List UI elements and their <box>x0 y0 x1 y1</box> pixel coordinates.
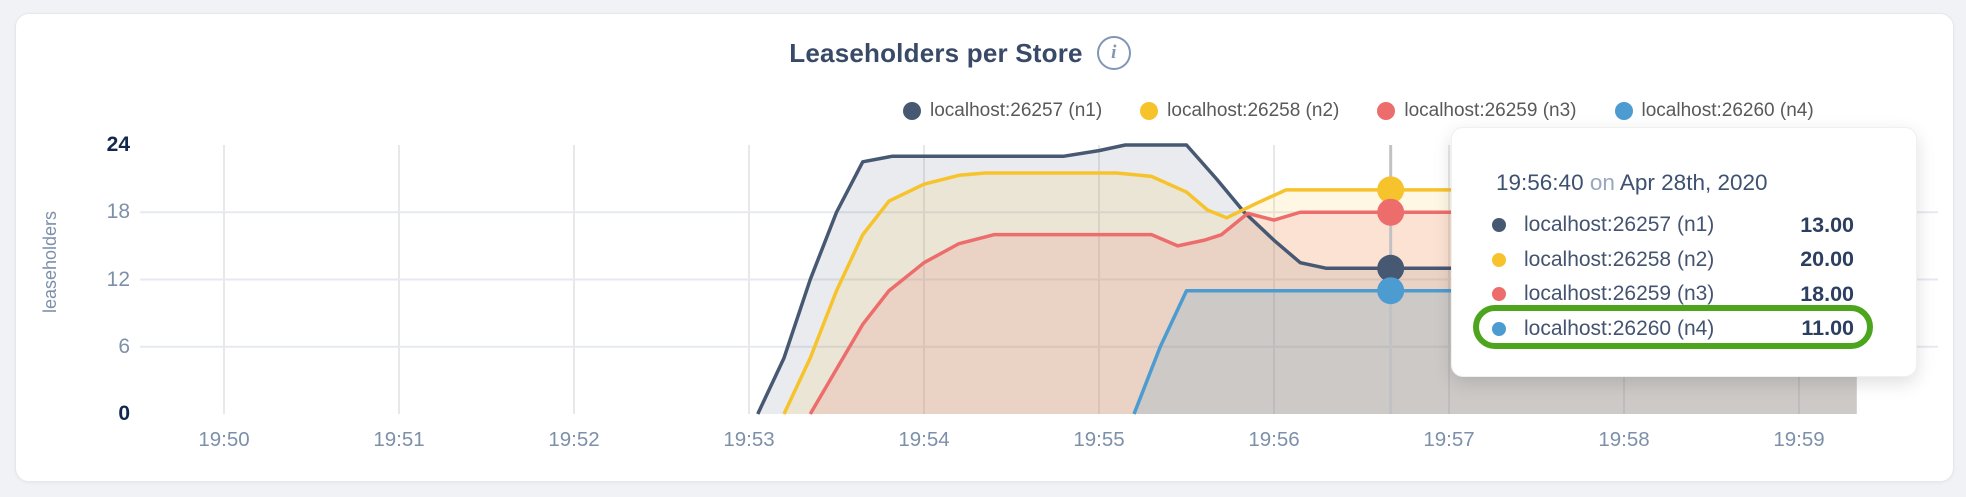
x-tick-label: 19:59 <box>1773 428 1825 451</box>
tooltip-series-label: localhost:26260 (n4) <box>1524 316 1715 340</box>
y-tick-label: 0 <box>118 402 130 425</box>
tooltip-dot-icon <box>1492 218 1506 233</box>
legend-dot-icon <box>1140 102 1159 120</box>
x-tick-label: 19:57 <box>1423 428 1475 451</box>
y-tick-label: 18 <box>106 200 130 224</box>
series-line-n2 <box>782 171 1857 415</box>
legend-item-n3[interactable]: localhost:26259 (n3) <box>1377 100 1577 122</box>
x-tick-label: 19:54 <box>898 428 950 451</box>
tooltip-timestamp: 19:56:40 on Apr 28th, 2020 <box>1496 168 1768 198</box>
legend-dot-icon <box>1377 102 1396 120</box>
tooltip-series-label: localhost:26259 (n3) <box>1524 282 1715 306</box>
x-tick-label: 19:56 <box>1248 428 1300 451</box>
tooltip-time: 19:56:40 <box>1496 170 1584 195</box>
legend-label: localhost:26258 (n2) <box>1167 100 1340 121</box>
hover-dot-n1 <box>1377 254 1405 282</box>
chart-legend: localhost:26257 (n1) localhost:26258 (n2)… <box>903 100 1814 122</box>
series-line-n1 <box>756 143 1857 415</box>
tooltip-dot-icon <box>1492 287 1506 302</box>
tooltip-series-value: 20.00 <box>1800 247 1854 272</box>
chart-title: Leaseholders per Store <box>789 37 1083 68</box>
x-tick-label: 19:55 <box>1073 428 1125 451</box>
legend-dot-icon <box>1614 102 1633 120</box>
tooltip-dot-icon <box>1492 252 1506 267</box>
x-tick-label: 19:58 <box>1598 428 1650 451</box>
tooltip-series-value: 11.00 <box>1801 316 1854 341</box>
tooltip-rows: localhost:26257 (n1) 13.00 localhost:26258… <box>1452 208 1916 346</box>
tooltip-row-n2: localhost:26258 (n2) 20.00 <box>1452 243 1916 278</box>
y-axis-title: leaseholders <box>40 210 60 314</box>
y-tick-label: 24 <box>106 133 130 156</box>
legend-label: localhost:26259 (n3) <box>1404 100 1577 121</box>
legend-dot-icon <box>903 102 921 120</box>
y-tick-label: 12 <box>106 267 130 291</box>
hover-tooltip: 19:56:40 on Apr 28th, 2020 localhost:262… <box>1451 127 1917 377</box>
y-tick-label: 6 <box>118 334 130 358</box>
hover-dot-n4 <box>1377 277 1405 305</box>
x-tick-label: 19:51 <box>373 428 425 451</box>
tooltip-series-label: localhost:26257 (n1) <box>1524 213 1715 237</box>
legend-item-n1[interactable]: localhost:26257 (n1) <box>903 100 1102 122</box>
tooltip-series-label: localhost:26258 (n2) <box>1524 247 1715 271</box>
info-icon[interactable]: i <box>1096 36 1131 70</box>
legend-item-n4[interactable]: localhost:26260 (n4) <box>1614 100 1814 122</box>
tooltip-series-value: 13.00 <box>1800 212 1854 237</box>
tooltip-dot-icon <box>1492 321 1506 336</box>
legend-label: localhost:26257 (n1) <box>930 100 1103 121</box>
tooltip-row-n4: localhost:26260 (n4) 11.00 <box>1452 312 1916 347</box>
tooltip-row-n3: localhost:26259 (n3) 18.00 <box>1452 277 1916 312</box>
x-tick-label: 19:50 <box>198 428 250 451</box>
hover-dot-n2 <box>1377 176 1405 204</box>
tooltip-row-n1: localhost:26257 (n1) 13.00 <box>1452 208 1916 243</box>
x-tick-label: 19:52 <box>548 428 600 451</box>
legend-item-n2[interactable]: localhost:26258 (n2) <box>1140 100 1339 122</box>
x-tick-label: 19:53 <box>723 428 775 451</box>
series-line-n3 <box>808 210 1857 415</box>
tooltip-conjunction: on <box>1589 170 1615 195</box>
legend-label: localhost:26260 (n4) <box>1641 100 1814 121</box>
hover-dot-n3 <box>1377 198 1405 226</box>
chart-header: Leaseholders per Store i <box>0 36 1920 70</box>
tooltip-date: Apr 28th, 2020 <box>1619 170 1768 195</box>
tooltip-series-value: 18.00 <box>1800 281 1854 306</box>
